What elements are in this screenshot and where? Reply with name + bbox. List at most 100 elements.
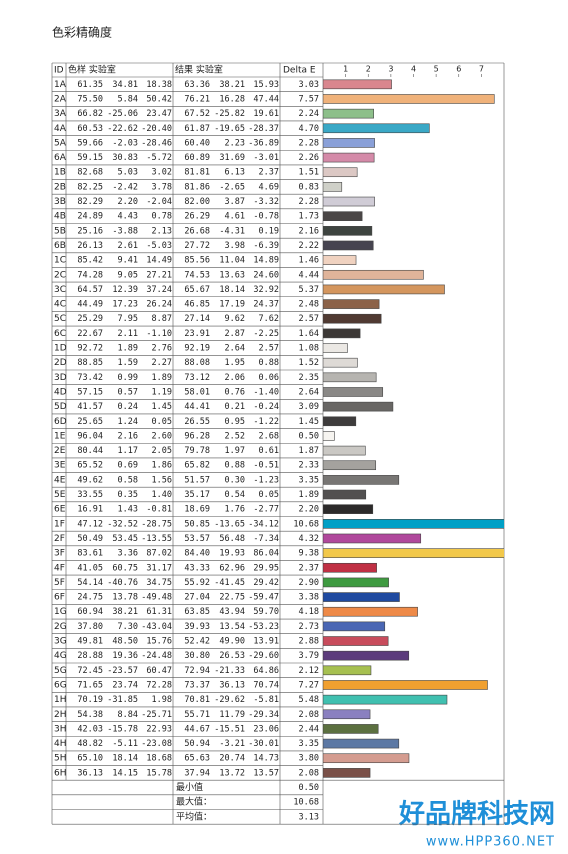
result-value: 61.87 <box>184 124 210 134</box>
delta-e: 1.45 <box>299 417 319 427</box>
result-value: 2.68 <box>259 431 279 441</box>
row-id: 4D <box>54 387 67 397</box>
bar <box>323 328 361 339</box>
row-id: 5F <box>54 578 65 588</box>
sample-value: 1.86 <box>152 461 172 471</box>
row-id: 5G <box>54 666 67 676</box>
result-value: -28.37 <box>248 124 279 134</box>
result-value: -4.31 <box>219 226 245 236</box>
bar <box>323 240 374 251</box>
result-value: -53.23 <box>248 622 279 632</box>
result-value: 58.01 <box>184 387 210 397</box>
bar-group <box>323 79 504 778</box>
delta-e: 2.28 <box>299 197 319 207</box>
result-value: 19.93 <box>219 549 245 559</box>
sample-value: 0.69 <box>118 461 138 471</box>
summary-value: 0.50 <box>299 783 319 793</box>
sample-value: 48.82 <box>77 739 103 749</box>
delta-e: 2.20 <box>299 505 319 515</box>
row-id: 2E <box>54 446 66 456</box>
result-value: 39.93 <box>184 622 210 632</box>
axis-tick-label: 7 <box>479 65 484 74</box>
result-value: 7.62 <box>259 314 279 324</box>
delta-e: 3.09 <box>299 402 319 412</box>
result-value: 72.94 <box>184 666 210 676</box>
result-value: 70.81 <box>184 695 210 705</box>
axis-tick-label: 5 <box>434 65 439 74</box>
bar <box>323 343 348 353</box>
sample-value: 2.27 <box>152 358 172 368</box>
sample-value: 9.05 <box>118 270 138 280</box>
result-value: -2.65 <box>219 182 245 192</box>
result-value: 79.78 <box>184 446 210 456</box>
result-value: 35.17 <box>184 490 210 500</box>
row-id: 5E <box>54 490 66 500</box>
sample-value: 33.55 <box>77 490 103 500</box>
bar <box>323 724 379 734</box>
row-id: 4G <box>54 651 67 661</box>
sample-value: 5.03 <box>118 168 138 178</box>
row-id: 5A <box>54 138 67 148</box>
result-value: 65.63 <box>184 754 210 764</box>
result-value: 49.90 <box>219 637 245 647</box>
bar <box>323 753 410 764</box>
sample-value: 73.42 <box>77 373 103 383</box>
sample-value: 49.62 <box>77 475 103 485</box>
sample-value: 18.68 <box>146 754 172 764</box>
result-value: -1.23 <box>253 475 279 485</box>
sample-value: 28.88 <box>77 651 103 661</box>
bar <box>323 211 363 221</box>
bar <box>323 768 371 778</box>
result-value: 15.93 <box>253 80 279 90</box>
result-value: 14.73 <box>253 754 279 764</box>
sample-value: -13.55 <box>141 534 172 544</box>
delta-e: 1.64 <box>299 329 319 339</box>
result-value: 44.67 <box>184 724 210 734</box>
bar <box>323 138 375 148</box>
sample-value: 19.36 <box>112 651 138 661</box>
result-value: 6.13 <box>225 168 245 178</box>
sample-value: 60.47 <box>146 666 172 676</box>
sample-value: 60.94 <box>77 607 103 617</box>
result-value: 16.28 <box>219 94 245 104</box>
delta-e: 5.48 <box>299 695 319 705</box>
summary-label: 最小值 <box>176 781 203 793</box>
row-id: 2F <box>54 534 65 544</box>
result-value: -41.45 <box>214 578 245 588</box>
result-value: 0.95 <box>225 417 245 427</box>
delta-e: 3.03 <box>299 80 319 90</box>
result-value: 31.69 <box>219 153 245 163</box>
sample-value: 92.72 <box>77 344 103 354</box>
watermark-brand: 好品牌科技网 <box>398 799 555 830</box>
sample-value: 2.13 <box>152 226 172 236</box>
sample-value: 24.75 <box>77 593 103 603</box>
row-id: 6E <box>54 505 66 515</box>
result-value: 53.57 <box>184 534 210 544</box>
delta-e: 2.64 <box>299 387 319 397</box>
result-value: -3.01 <box>253 153 279 163</box>
result-value: 38.21 <box>219 80 245 90</box>
result-value: 26.55 <box>184 417 210 427</box>
sample-value: -31.85 <box>107 695 138 705</box>
sample-value: 61.31 <box>146 607 172 617</box>
result-value: 17.19 <box>219 300 245 310</box>
sample-value: 82.68 <box>77 168 103 178</box>
delta-e: 2.16 <box>299 226 319 236</box>
sample-value: 4.43 <box>118 212 138 222</box>
row-id: 3F <box>54 549 65 559</box>
delta-e: 3.35 <box>299 475 319 485</box>
header-cell: ID <box>54 66 64 76</box>
bar <box>323 680 488 690</box>
bar <box>323 519 504 529</box>
result-value: -29.34 <box>248 710 279 720</box>
sample-value: 34.75 <box>146 578 172 588</box>
result-value: 0.19 <box>259 226 279 236</box>
sample-value: 1.89 <box>152 373 172 383</box>
row-id: 4C <box>54 300 66 310</box>
bar <box>323 709 371 720</box>
sample-value: 47.12 <box>77 519 103 529</box>
sample-value: 26.13 <box>77 241 103 251</box>
sample-value: 1.17 <box>118 446 138 456</box>
sample-value: 2.20 <box>118 197 138 207</box>
sample-value: 37.80 <box>77 622 103 632</box>
